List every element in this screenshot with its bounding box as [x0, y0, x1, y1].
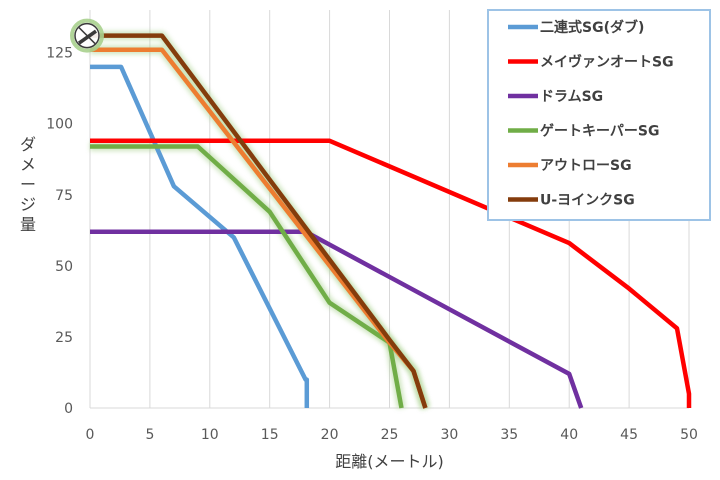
- series-line-6: [90, 33, 428, 409]
- series-line-4: [90, 144, 404, 409]
- x-tick-label: 0: [86, 427, 95, 443]
- series-line-1: [90, 64, 310, 408]
- x-tick-label: 40: [560, 427, 578, 443]
- x-tick-label: 45: [620, 427, 638, 443]
- legend-label-5: アウトローSG: [540, 158, 632, 174]
- y-tick-label: 75: [55, 188, 73, 204]
- series-glow-5: [90, 31, 430, 410]
- slash-icon: [78, 27, 96, 45]
- axes: 0 5 10 15 20 25 30 35 40 45 50 0 25 50 75 100 125: [46, 46, 698, 443]
- x-axis-title: 距離(メートル): [335, 452, 444, 471]
- x-tick-label: 15: [261, 427, 279, 443]
- x-tick-label: 5: [145, 427, 154, 443]
- weapon-badge-ring-icon: [74, 22, 100, 49]
- legend-label-4: ゲートキーパーSG: [540, 123, 659, 140]
- legend-label-1: 二連式SG(ダブ): [540, 19, 644, 36]
- legend: 二連式SG(ダブ) メイヴァンオートSG ドラムSG ゲートキーパーSG アウトローSG…: [487, 9, 711, 221]
- x-tick-label: 20: [321, 427, 339, 443]
- legend-box: [487, 9, 711, 221]
- series-glow-3: [90, 142, 406, 409]
- series-glow-4: [90, 45, 430, 410]
- legend-label-2: メイヴァンオートSG: [540, 54, 674, 71]
- y-tick-label: 25: [55, 330, 73, 346]
- legend-label-3: ドラムSG: [540, 89, 603, 105]
- series-line-3: [90, 229, 584, 409]
- icon-group: [70, 18, 104, 53]
- legend-label-6: U-ヨインクSG: [540, 193, 635, 209]
- y-tick-label: 0: [64, 401, 73, 417]
- x-tick-label: 50: [680, 427, 698, 443]
- x-tick-label: 25: [381, 427, 399, 443]
- x-tick-label: 30: [440, 427, 458, 443]
- y-tick-label: 50: [55, 259, 73, 275]
- x-tick-label: 35: [500, 427, 518, 443]
- series-group: [90, 31, 692, 410]
- series-line-2: [90, 138, 692, 408]
- x-tick-label: 10: [201, 427, 219, 443]
- y-axis-title: ダメージ量: [20, 135, 36, 234]
- y-tick-label: 125: [46, 46, 73, 62]
- y-tick-label: 100: [46, 117, 73, 133]
- series-line-5: [90, 47, 428, 409]
